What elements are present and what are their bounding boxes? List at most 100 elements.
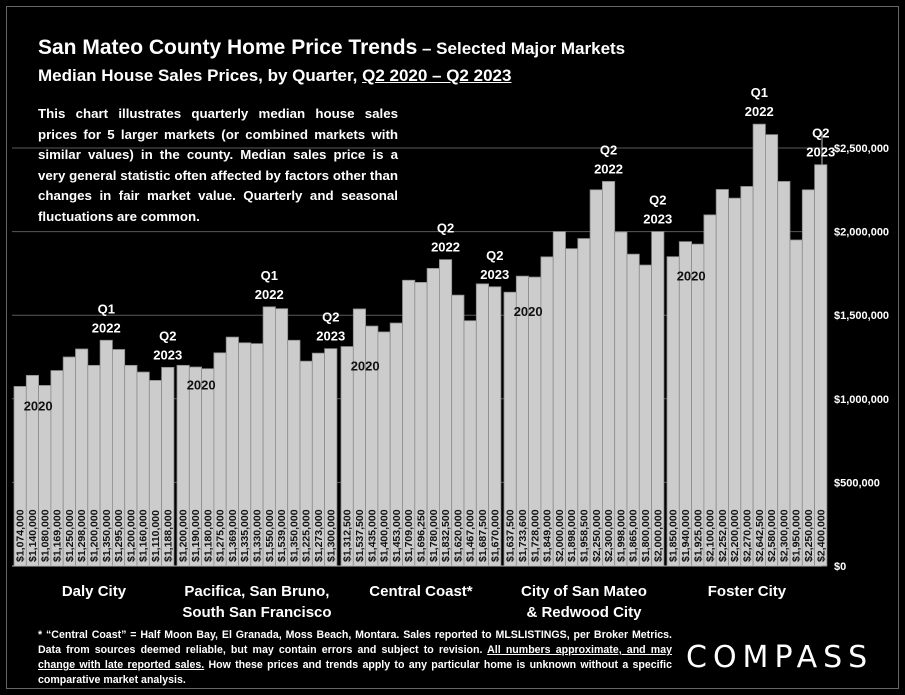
annotation-label: 2020 [514,304,543,319]
bar-value-label: $2,100,000 [705,509,717,562]
bar [814,164,828,567]
annotation-label: 2023 [643,212,672,227]
bar-value-label: $1,780,000 [428,509,440,562]
annotation-label: Q2 [649,193,666,208]
bar-value-label: $1,200,000 [88,509,100,562]
bar-value-label: $1,687,500 [477,509,489,562]
bar [740,186,754,567]
bar-value-label: $2,252,000 [717,509,729,562]
annotation-label: Q2 [600,142,617,157]
bar-value-label: $1,275,000 [215,509,227,562]
bar-value-label: $1,350,000 [288,509,300,562]
bar-value-label: $2,270,000 [741,509,753,562]
annotation-label: 2022 [431,240,460,255]
group-label: Central Coast* [369,583,473,600]
annotation-label: 2022 [594,161,623,176]
bar-value-label: $1,400,000 [379,509,391,562]
bar-value-label: $1,074,000 [15,509,27,562]
y-tick-label: $1,000,000 [834,394,889,406]
annotation-label: 2020 [351,359,380,374]
annotation-label: 2023 [153,347,182,362]
bar-value-label: $1,637,500 [505,509,517,562]
bar-value-label: $1,110,000 [150,510,162,562]
bar-value-label: $1,850,000 [668,509,680,562]
group-label: Pacifica, San Bruno, [184,583,329,600]
bar-value-label: $1,733,600 [517,509,529,562]
group-label: & Redwood City [526,604,642,621]
footnote-text-end: How these prices and trends apply to any… [38,659,672,686]
title-dash: – [417,39,437,58]
annotation-label: 2022 [745,104,774,119]
annotation-label: 2020 [187,377,216,392]
bar-value-label: $2,300,000 [603,509,615,562]
bar-value-label: $1,295,000 [113,509,125,562]
annotation-label: Q1 [751,85,768,100]
bar [752,123,766,567]
chart-description: This chart illustrates quarterly median … [38,106,398,224]
group-label: South San Francisco [182,604,331,621]
bar-value-label: $1,696,250 [415,509,427,562]
y-tick-label: $2,500,000 [834,143,889,155]
bar-value-label: $1,250,000 [64,509,76,562]
annotation-label: 2022 [255,287,284,302]
chart-subtitle: Median House Sales Prices, by Quarter, Q… [38,66,511,86]
bar-value-label: $1,330,000 [251,509,263,562]
bar-value-label: $2,200,000 [729,509,741,562]
bar [602,181,616,567]
bar-value-label: $1,453,000 [391,509,403,562]
bar-value-label: $1,350,000 [101,509,113,562]
bar-value-label: $1,670,000 [489,509,501,562]
bar-value-label: $2,300,000 [778,509,790,562]
footnote-text: * “Central Coast” = Half Moon Bay, El Gr… [38,629,672,656]
group-label: Daly City [62,583,127,600]
bar-value-label: $1,369,000 [227,509,239,562]
chart-title: San Mateo County Home Price Trends – Sel… [38,36,625,60]
annotation-label: 2023 [806,145,835,160]
chart-frame [6,6,899,689]
bar-value-label: $1,140,000 [27,509,39,562]
bar-value-label: $2,250,000 [803,509,815,562]
annotation-label: Q2 [812,126,829,141]
bar-value-label: $1,800,000 [640,509,652,562]
annotation-label: 2020 [677,269,706,284]
annotation-label: Q1 [261,268,278,283]
annotation-label: Q2 [486,248,503,263]
bar-value-label: $1,160,000 [138,509,150,562]
y-tick-label: $2,000,000 [834,227,889,239]
bar [765,134,779,567]
y-tick-label: $1,500,000 [834,310,889,322]
group-label: Foster City [708,583,787,600]
bar-value-label: $1,539,000 [276,509,288,562]
bar-value-label: $1,537,500 [354,509,366,562]
bar-value-label: $1,728,000 [529,509,541,562]
bar-value-label: $1,958,500 [578,509,590,562]
bar-value-label: $1,849,000 [542,509,554,562]
bar-value-label: $1,940,000 [680,509,692,562]
annotation-label: 2023 [480,267,509,282]
bar-value-label: $1,832,500 [440,509,452,562]
bar-value-label: $1,312,500 [342,509,354,562]
bar-value-label: $2,642,500 [754,509,766,562]
bar-value-label: $2,400,000 [815,509,827,562]
annotation-label: Q2 [322,310,339,325]
bar-value-label: $1,865,000 [628,509,640,562]
bar-value-label: $1,925,000 [692,509,704,562]
bar-value-label: $1,550,000 [264,509,276,562]
bar-value-label: $1,998,000 [615,509,627,562]
group-label: City of San Mateo [521,583,647,600]
y-tick-label: $0 [834,561,846,573]
annotation-label: 2022 [92,320,121,335]
subtitle-prefix: Median House Sales Prices, by Quarter, [38,66,363,85]
bar-value-label: $1,300,000 [325,509,337,562]
bar-value-label: $1,190,000 [190,509,202,562]
y-tick-label: $500,000 [834,477,880,489]
annotation-label: 2020 [24,398,53,413]
footnote-underlined: All numbers approximate, and may change … [38,644,672,671]
title-sub: Selected Major Markets [436,39,626,58]
annotation-label: 2023 [316,329,345,344]
bar-value-label: $2,580,000 [766,509,778,562]
bar-value-label: $1,435,000 [366,509,378,562]
annotation-label: Q2 [437,221,454,236]
bar-value-label: $1,169,000 [52,509,64,562]
